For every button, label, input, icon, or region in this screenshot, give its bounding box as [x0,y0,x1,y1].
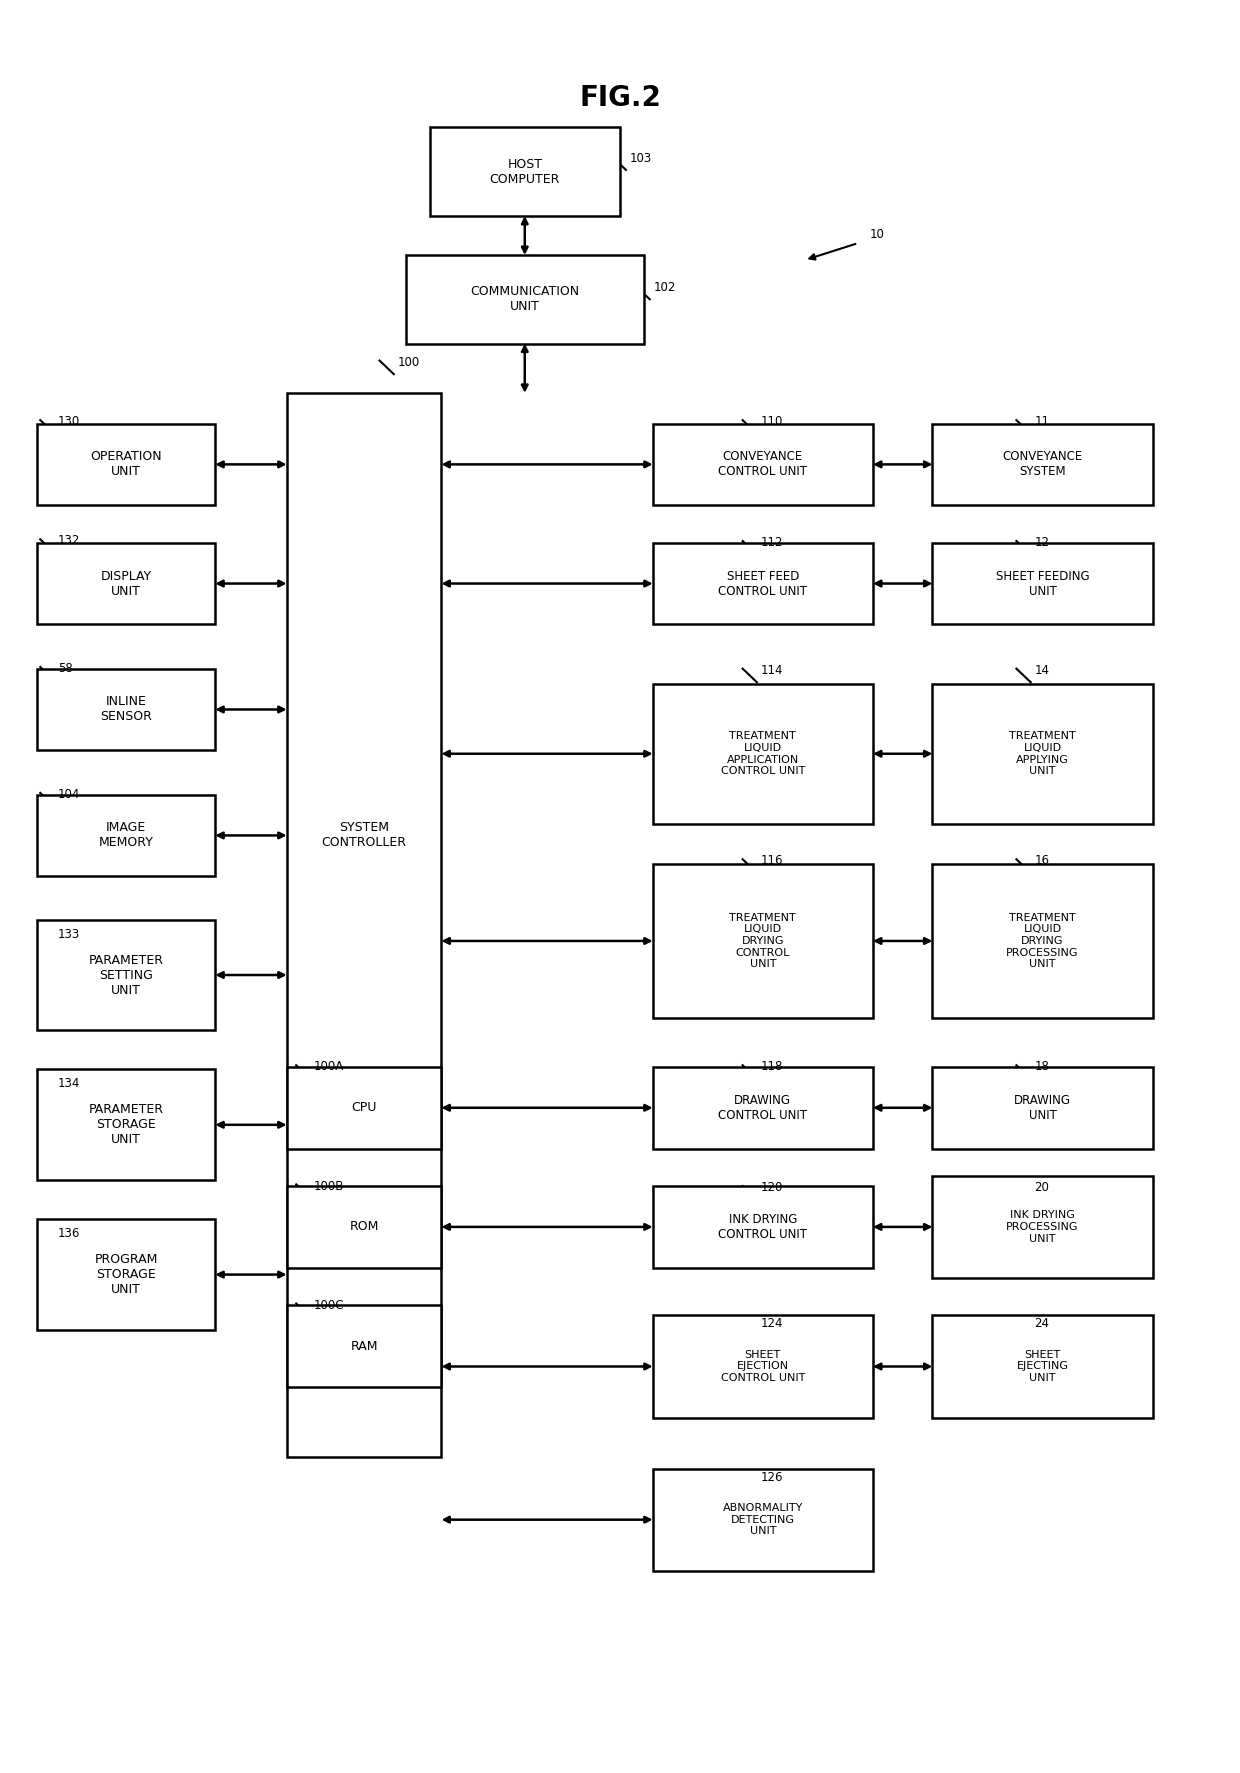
Text: DRAWING
UNIT: DRAWING UNIT [1014,1094,1071,1122]
Text: 110: 110 [760,415,782,429]
Text: 20: 20 [1034,1181,1049,1195]
Text: 134: 134 [58,1078,81,1090]
Text: TREATMENT
LIQUID
DRYING
CONTROL
UNIT: TREATMENT LIQUID DRYING CONTROL UNIT [729,913,796,970]
Text: 133: 133 [58,927,81,941]
Text: 116: 116 [760,855,782,867]
Text: FIG.2: FIG.2 [579,85,661,112]
Text: SHEET FEED
CONTROL UNIT: SHEET FEED CONTROL UNIT [718,569,807,598]
Text: 100B: 100B [314,1179,345,1193]
Text: 16: 16 [1034,855,1049,867]
Bar [932,424,1153,505]
Text: COMMUNICATION
UNIT: COMMUNICATION UNIT [470,285,579,314]
Text: 103: 103 [630,151,652,165]
Bar [286,1186,441,1268]
Text: PARAMETER
STORAGE
UNIT: PARAMETER STORAGE UNIT [88,1103,164,1147]
Text: 118: 118 [760,1060,782,1073]
Text: 120: 120 [760,1181,782,1195]
Bar [652,865,873,1018]
Bar [37,424,216,505]
Text: SYSTEM
CONTROLLER: SYSTEM CONTROLLER [321,821,407,849]
Text: INLINE
SENSOR: INLINE SENSOR [100,695,153,723]
Text: 100A: 100A [314,1060,345,1073]
Text: CPU: CPU [351,1101,377,1113]
Text: 58: 58 [58,661,73,676]
Bar [652,1186,873,1268]
Bar [652,684,873,823]
Bar [932,1316,1153,1418]
Bar [37,543,216,624]
Bar [405,255,644,344]
Text: 114: 114 [760,663,782,677]
Text: 102: 102 [653,280,676,294]
Bar [429,128,620,216]
Text: RAM: RAM [351,1340,378,1353]
Text: INK DRYING
CONTROL UNIT: INK DRYING CONTROL UNIT [718,1213,807,1241]
Text: CONVEYANCE
CONTROL UNIT: CONVEYANCE CONTROL UNIT [718,450,807,479]
Bar [932,543,1153,624]
Text: 126: 126 [760,1470,782,1484]
Text: 12: 12 [1034,535,1049,550]
Bar [932,1067,1153,1149]
Text: 136: 136 [58,1227,81,1241]
Bar [286,1305,441,1386]
Text: 104: 104 [58,787,81,801]
Text: SHEET FEEDING
UNIT: SHEET FEEDING UNIT [996,569,1090,598]
Text: 18: 18 [1034,1060,1049,1073]
Text: 100C: 100C [314,1298,345,1312]
Text: 10: 10 [870,229,885,241]
Bar [652,543,873,624]
Bar [652,1468,873,1571]
Text: OPERATION
UNIT: OPERATION UNIT [91,450,161,479]
Text: ABNORMALITY
DETECTING
UNIT: ABNORMALITY DETECTING UNIT [723,1504,804,1535]
Text: TREATMENT
LIQUID
APPLYING
UNIT: TREATMENT LIQUID APPLYING UNIT [1009,730,1076,777]
Text: 124: 124 [760,1317,782,1330]
Bar [652,424,873,505]
Bar [286,394,441,1457]
Text: 24: 24 [1034,1317,1049,1330]
Bar [932,1175,1153,1278]
Bar [286,1067,441,1149]
Text: DISPLAY
UNIT: DISPLAY UNIT [100,569,151,598]
Text: ROM: ROM [350,1220,378,1234]
Text: SHEET
EJECTING
UNIT: SHEET EJECTING UNIT [1017,1349,1069,1383]
Bar [37,1220,216,1330]
Bar [37,920,216,1030]
Text: 130: 130 [58,415,81,429]
Text: 132: 132 [58,534,81,548]
Text: INK DRYING
PROCESSING
UNIT: INK DRYING PROCESSING UNIT [1007,1211,1079,1243]
Bar [932,865,1153,1018]
Text: DRAWING
CONTROL UNIT: DRAWING CONTROL UNIT [718,1094,807,1122]
Text: PARAMETER
SETTING
UNIT: PARAMETER SETTING UNIT [88,954,164,996]
Text: TREATMENT
LIQUID
APPLICATION
CONTROL UNIT: TREATMENT LIQUID APPLICATION CONTROL UNI… [720,730,805,777]
Bar [37,1069,216,1181]
Text: IMAGE
MEMORY: IMAGE MEMORY [98,821,154,849]
Text: TREATMENT
LIQUID
DRYING
PROCESSING
UNIT: TREATMENT LIQUID DRYING PROCESSING UNIT [1007,913,1079,970]
Text: 14: 14 [1034,663,1049,677]
Text: 100: 100 [397,356,419,369]
Bar [932,684,1153,823]
Bar [37,668,216,750]
Bar [652,1067,873,1149]
Text: HOST
COMPUTER: HOST COMPUTER [490,158,560,186]
Text: 11: 11 [1034,415,1049,429]
Bar [652,1316,873,1418]
Text: 112: 112 [760,535,782,550]
Text: PROGRAM
STORAGE
UNIT: PROGRAM STORAGE UNIT [94,1254,157,1296]
Text: CONVEYANCE
SYSTEM: CONVEYANCE SYSTEM [1002,450,1083,479]
Bar [37,794,216,876]
Text: SHEET
EJECTION
CONTROL UNIT: SHEET EJECTION CONTROL UNIT [720,1349,805,1383]
